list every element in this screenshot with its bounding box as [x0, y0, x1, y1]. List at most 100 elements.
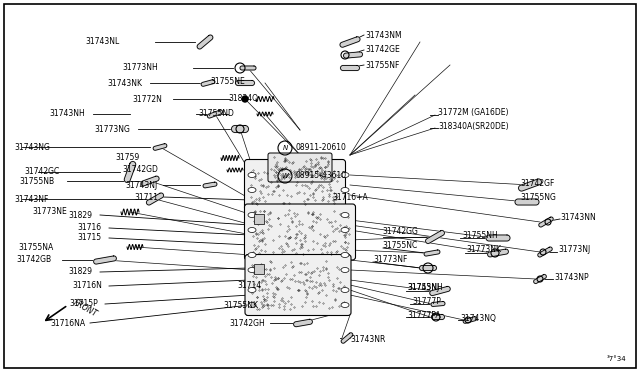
Ellipse shape	[341, 302, 349, 308]
Text: 31772N: 31772N	[132, 94, 162, 103]
Polygon shape	[539, 217, 553, 227]
Ellipse shape	[341, 253, 349, 257]
Polygon shape	[294, 319, 312, 327]
Polygon shape	[515, 199, 539, 205]
Ellipse shape	[341, 267, 349, 273]
Polygon shape	[426, 231, 444, 244]
Polygon shape	[534, 275, 547, 283]
Polygon shape	[308, 296, 318, 314]
Text: 31716NA: 31716NA	[51, 318, 86, 327]
Polygon shape	[153, 144, 167, 150]
Text: 31743NL: 31743NL	[86, 38, 120, 46]
Text: 31755NC: 31755NC	[382, 241, 417, 250]
Text: 31834Q: 31834Q	[228, 94, 258, 103]
Text: 08915-43610: 08915-43610	[296, 171, 347, 180]
FancyBboxPatch shape	[268, 153, 332, 182]
Polygon shape	[203, 182, 217, 188]
Text: 31743NK: 31743NK	[107, 80, 142, 89]
Circle shape	[242, 96, 248, 102]
Polygon shape	[147, 193, 164, 205]
Text: 08911-20610: 08911-20610	[296, 144, 347, 153]
Text: (4): (4)	[310, 186, 321, 195]
Ellipse shape	[341, 228, 349, 232]
Text: 31743NG: 31743NG	[14, 142, 50, 151]
Text: 31742GG: 31742GG	[382, 228, 418, 237]
Text: 31755NA: 31755NA	[18, 243, 53, 251]
Polygon shape	[341, 333, 353, 343]
Text: 31755ND: 31755ND	[198, 109, 234, 119]
Ellipse shape	[341, 173, 349, 177]
Polygon shape	[197, 35, 213, 49]
Text: 31755NG: 31755NG	[520, 193, 556, 202]
Text: 31755NK: 31755NK	[223, 301, 258, 310]
Text: 31743NH: 31743NH	[49, 109, 85, 119]
Text: 31715: 31715	[78, 234, 102, 243]
Text: 318340A(SR20DE): 318340A(SR20DE)	[438, 122, 509, 131]
Polygon shape	[488, 249, 508, 257]
Polygon shape	[538, 247, 552, 257]
Polygon shape	[141, 176, 159, 186]
Polygon shape	[232, 125, 248, 132]
Text: 31743NH: 31743NH	[407, 283, 443, 292]
Text: 31773NE: 31773NE	[32, 208, 67, 217]
Text: 31743NJ: 31743NJ	[125, 180, 158, 189]
Text: ³7°34: ³7°34	[606, 356, 626, 362]
Bar	[254, 264, 264, 274]
Ellipse shape	[248, 288, 256, 292]
Polygon shape	[207, 110, 223, 118]
Ellipse shape	[248, 228, 256, 232]
Text: 31743NR: 31743NR	[350, 336, 385, 344]
Text: 31829: 31829	[68, 211, 92, 219]
Text: 31773NJ: 31773NJ	[558, 244, 590, 253]
Polygon shape	[419, 266, 436, 270]
Text: 31743NN: 31743NN	[560, 212, 596, 221]
Text: 31742GE: 31742GE	[365, 45, 400, 55]
FancyBboxPatch shape	[245, 254, 351, 315]
Text: 31743NF: 31743NF	[14, 195, 49, 203]
Text: 31742GD: 31742GD	[122, 166, 158, 174]
Polygon shape	[236, 80, 255, 86]
Polygon shape	[424, 250, 440, 256]
Ellipse shape	[341, 187, 349, 192]
Text: 31759: 31759	[116, 154, 140, 163]
Text: (2): (2)	[310, 157, 321, 167]
Ellipse shape	[248, 187, 256, 192]
Ellipse shape	[341, 212, 349, 218]
Text: W: W	[282, 173, 289, 179]
Text: 31773NF: 31773NF	[373, 256, 408, 264]
Text: 31755NF: 31755NF	[365, 61, 399, 70]
Polygon shape	[518, 179, 541, 191]
Text: 31742GC: 31742GC	[24, 167, 60, 176]
Text: 31755NJ: 31755NJ	[407, 283, 439, 292]
Text: 31772M (GA16DE): 31772M (GA16DE)	[438, 108, 509, 116]
Text: 31711: 31711	[134, 192, 158, 202]
FancyBboxPatch shape	[244, 204, 355, 260]
Polygon shape	[431, 314, 445, 320]
Text: 31773NK: 31773NK	[466, 246, 501, 254]
Ellipse shape	[248, 302, 256, 308]
Ellipse shape	[248, 253, 256, 257]
Text: 31777PA: 31777PA	[407, 311, 440, 321]
Polygon shape	[431, 302, 445, 307]
Text: N: N	[282, 145, 287, 151]
Text: 31742GB: 31742GB	[17, 256, 52, 264]
Text: 31714: 31714	[238, 282, 262, 291]
Polygon shape	[240, 66, 256, 70]
Text: 31777P: 31777P	[412, 298, 441, 307]
Text: 31773NG: 31773NG	[94, 125, 130, 134]
Polygon shape	[124, 161, 136, 183]
Polygon shape	[93, 256, 116, 264]
Text: 31829: 31829	[68, 267, 92, 276]
Text: 31743NM: 31743NM	[365, 31, 402, 39]
Text: 31716+A: 31716+A	[332, 192, 368, 202]
Text: 31742GF: 31742GF	[520, 179, 554, 187]
Polygon shape	[486, 235, 510, 241]
Text: 31773NH: 31773NH	[122, 64, 158, 73]
Polygon shape	[344, 52, 362, 58]
Polygon shape	[430, 286, 450, 296]
Ellipse shape	[341, 288, 349, 292]
Ellipse shape	[248, 212, 256, 218]
Text: 31755NB: 31755NB	[20, 176, 55, 186]
Text: 31716: 31716	[78, 224, 102, 232]
Text: 31755NH: 31755NH	[462, 231, 498, 240]
